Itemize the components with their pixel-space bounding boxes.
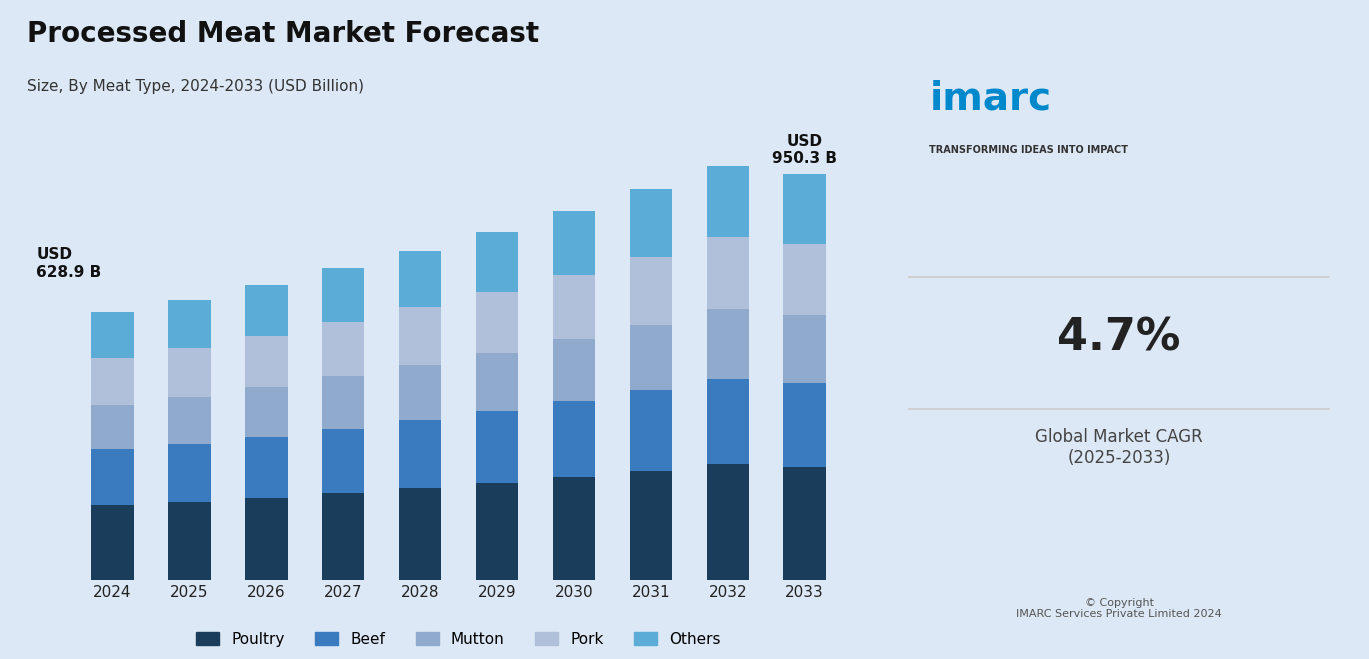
Bar xyxy=(168,397,211,444)
Bar xyxy=(398,420,441,488)
Bar xyxy=(322,428,364,493)
Bar xyxy=(398,488,441,580)
Bar xyxy=(245,335,287,387)
Bar xyxy=(322,376,364,428)
Bar xyxy=(168,348,211,397)
Bar xyxy=(630,325,672,390)
Bar xyxy=(553,477,596,580)
Bar xyxy=(476,353,519,411)
Bar xyxy=(168,501,211,580)
Bar xyxy=(553,275,596,339)
Bar xyxy=(245,285,287,335)
Bar xyxy=(783,175,826,244)
Text: Global Market CAGR
(2025-2033): Global Market CAGR (2025-2033) xyxy=(1035,428,1203,467)
Bar xyxy=(322,322,364,376)
Bar xyxy=(398,365,441,420)
Text: imarc: imarc xyxy=(930,79,1051,117)
Bar xyxy=(245,498,287,580)
Bar xyxy=(553,401,596,477)
Text: USD
950.3 B: USD 950.3 B xyxy=(772,134,836,166)
Bar xyxy=(783,315,826,383)
Text: 4.7%: 4.7% xyxy=(1057,316,1181,359)
Bar xyxy=(553,339,596,401)
Bar xyxy=(245,387,287,437)
Bar xyxy=(92,505,134,580)
Bar xyxy=(398,308,441,365)
Bar xyxy=(706,237,749,309)
Bar xyxy=(92,449,134,505)
Bar xyxy=(706,465,749,580)
Text: USD
628.9 B: USD 628.9 B xyxy=(36,247,101,280)
Bar xyxy=(630,256,672,325)
Bar xyxy=(398,251,441,308)
Bar xyxy=(706,309,749,378)
Text: © Copyright
IMARC Services Private Limited 2024: © Copyright IMARC Services Private Limit… xyxy=(1016,598,1223,619)
Text: Processed Meat Market Forecast: Processed Meat Market Forecast xyxy=(27,20,539,47)
Bar xyxy=(553,211,596,275)
Bar xyxy=(476,483,519,580)
Bar xyxy=(630,189,672,256)
Bar xyxy=(322,493,364,580)
Text: Size, By Meat Type, 2024-2033 (USD Billion): Size, By Meat Type, 2024-2033 (USD Billi… xyxy=(27,79,364,94)
Bar xyxy=(783,244,826,315)
Bar xyxy=(168,300,211,348)
Bar xyxy=(245,437,287,498)
Bar xyxy=(476,232,519,292)
Legend: Poultry, Beef, Mutton, Pork, Others: Poultry, Beef, Mutton, Pork, Others xyxy=(190,625,727,653)
Bar xyxy=(706,378,749,465)
Bar xyxy=(92,405,134,449)
Bar xyxy=(630,390,672,471)
Bar xyxy=(322,268,364,322)
Bar xyxy=(476,411,519,483)
Bar xyxy=(783,383,826,467)
Bar xyxy=(168,444,211,501)
Bar xyxy=(476,292,519,353)
Bar xyxy=(706,165,749,237)
Bar xyxy=(783,467,826,580)
Bar xyxy=(92,312,134,358)
Text: TRANSFORMING IDEAS INTO IMPACT: TRANSFORMING IDEAS INTO IMPACT xyxy=(930,145,1128,155)
Bar xyxy=(630,471,672,580)
Bar xyxy=(92,358,134,405)
